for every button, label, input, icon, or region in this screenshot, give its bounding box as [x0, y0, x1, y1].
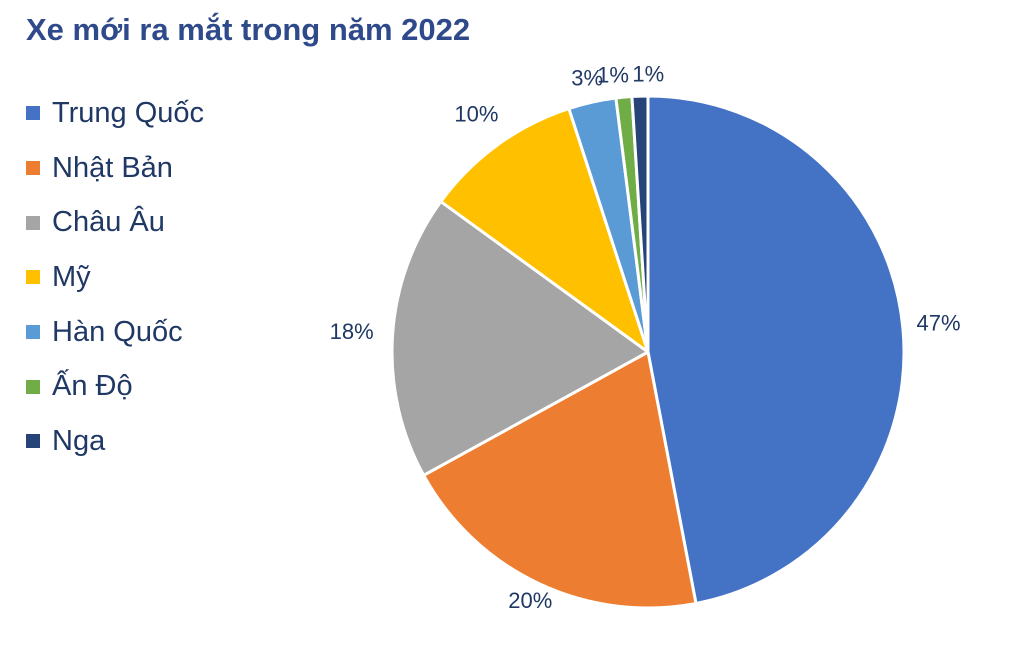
pie-slice	[630, 94, 650, 354]
legend-swatch	[26, 270, 40, 285]
data-label: 47%	[917, 310, 961, 335]
pie-slice	[439, 107, 650, 354]
legend-item: Châu Âu	[26, 195, 204, 250]
chart-legend: Trung Quốc Nhật Bản Châu Âu Mỹ Hàn Quốc Ấn Độ…	[26, 86, 204, 469]
pie-slice	[646, 94, 906, 605]
legend-item: Trung Quốc	[26, 86, 204, 141]
legend-item: Mỹ	[26, 250, 204, 305]
legend-swatch	[26, 379, 40, 394]
pie-slice	[390, 200, 650, 477]
legend-swatch	[26, 434, 40, 449]
legend-swatch	[26, 215, 40, 230]
legend-item: Nga	[26, 414, 204, 469]
data-label: 3%	[571, 65, 603, 90]
legend-swatch	[26, 161, 40, 176]
legend-label: Nga	[52, 424, 106, 457]
legend-label: Mỹ	[52, 260, 91, 293]
data-label: 1%	[597, 63, 629, 88]
pie-slice	[422, 350, 698, 610]
legend-label: Hàn Quốc	[52, 315, 183, 348]
legend-swatch	[26, 106, 40, 121]
legend-label: Ấn Độ	[52, 370, 133, 403]
data-label: 20%	[508, 588, 552, 613]
legend-item: Ấn Độ	[26, 359, 204, 414]
legend-item: Hàn Quốc	[26, 305, 204, 360]
data-label: 1%	[632, 61, 664, 86]
legend-label: Trung Quốc	[52, 96, 205, 129]
legend-label: Châu Âu	[52, 206, 165, 239]
legend-label: Nhật Bản	[52, 151, 173, 184]
legend-swatch	[26, 325, 40, 340]
chart-title: Xe mới ra mắt trong năm 2022	[26, 12, 471, 47]
legend-item: Nhật Bản	[26, 141, 204, 196]
data-label: 18%	[330, 319, 374, 344]
data-label: 10%	[454, 102, 498, 127]
